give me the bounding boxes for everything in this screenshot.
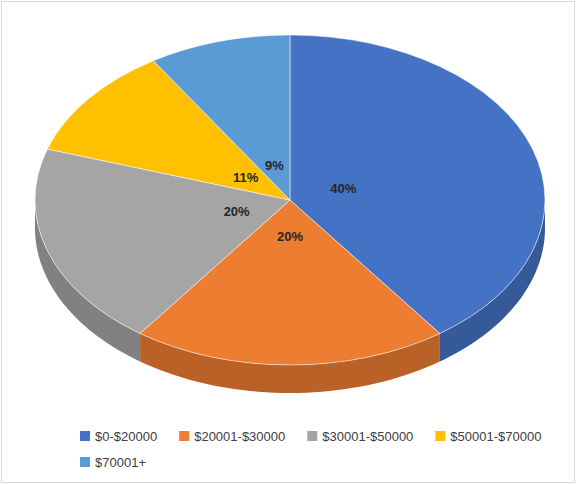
legend: $0-$20000 $20001-$30000 $30001-$50000 $5000… [80, 429, 541, 470]
legend-item: $50001-$70000 [435, 429, 541, 444]
legend-item: $0-$20000 [80, 429, 157, 444]
data-labels: 40% 20% 20% 11% 9% [224, 158, 357, 244]
legend-swatch [80, 431, 90, 441]
pie-top [35, 35, 545, 365]
pie-slice [35, 149, 290, 333]
legend-label: $0-$20000 [95, 429, 157, 444]
data-label: 9% [265, 158, 284, 173]
plot-area [35, 35, 545, 393]
data-label: 20% [277, 229, 303, 244]
legend-label: $70001+ [95, 455, 146, 470]
legend-swatch [179, 431, 189, 441]
legend-swatch [80, 457, 90, 467]
data-label: 40% [330, 181, 356, 196]
legend-label: $50001-$70000 [450, 429, 541, 444]
legend-swatch [435, 431, 445, 441]
legend-item: $70001+ [80, 455, 146, 470]
pie-slice [153, 35, 290, 200]
legend-swatch [307, 431, 317, 441]
legend-label: $30001-$50000 [322, 429, 413, 444]
legend-item: $20001-$30000 [179, 429, 285, 444]
chart-frame [2, 2, 575, 483]
chart: 40% 20% 20% 11% 9% $0-$20000 $20001-$30000 $300… [0, 0, 576, 484]
data-label: 11% [233, 170, 259, 185]
legend-label: $20001-$30000 [194, 429, 285, 444]
data-label: 20% [224, 204, 250, 219]
legend-item: $30001-$50000 [307, 429, 413, 444]
